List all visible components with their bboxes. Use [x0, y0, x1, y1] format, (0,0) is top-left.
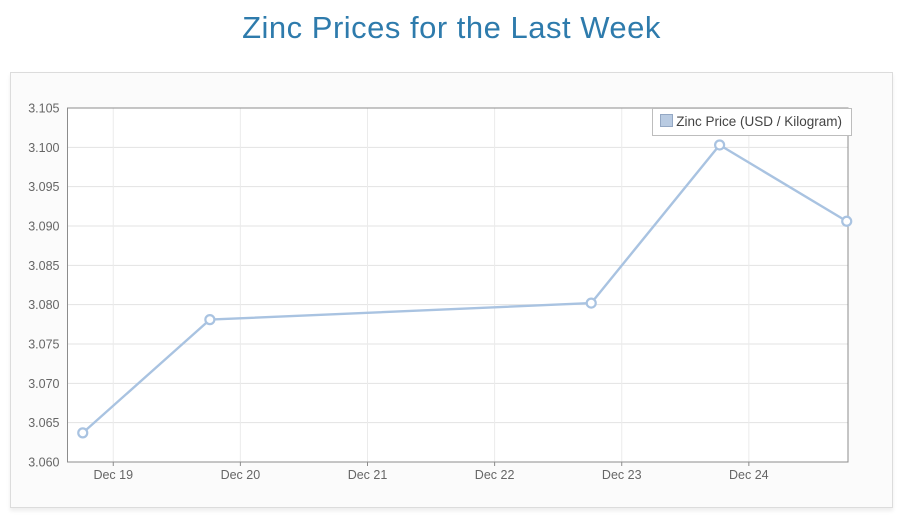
x-axis-label: Dec 24: [729, 468, 769, 482]
y-axis-label: 3.065: [28, 416, 59, 430]
y-axis-label: 3.085: [28, 259, 59, 273]
legend[interactable]: Zinc Price (USD / Kilogram): [652, 108, 852, 136]
legend-swatch-icon: [660, 114, 674, 127]
plot-border: [67, 107, 849, 463]
y-axis-label: 3.095: [28, 180, 59, 194]
legend-label: Zinc Price (USD / Kilogram): [676, 114, 842, 129]
page-title: Zinc Prices for the Last Week: [242, 10, 661, 45]
data-point-marker[interactable]: [77, 427, 89, 439]
data-point-marker[interactable]: [204, 314, 216, 326]
y-axis-label: 3.075: [28, 338, 59, 352]
x-axis-label: Dec 21: [348, 468, 388, 482]
chart-container: 3.060 3.065 3.070 3.075 3.080 3.085 3.090 3.095…: [10, 72, 893, 508]
zinc-price-line-chart: 3.060 3.065 3.070 3.075 3.080 3.085 3.090 3.095…: [28, 102, 853, 482]
x-axis-label: Dec 23: [602, 468, 642, 482]
y-axis-label: 3.105: [28, 102, 59, 116]
data-point-marker[interactable]: [841, 215, 853, 227]
plot-area: [67, 108, 848, 462]
y-axis-label: 3.100: [28, 141, 59, 155]
x-axis-label: Dec 19: [93, 468, 133, 482]
x-axis-label: Dec 20: [221, 468, 261, 482]
x-axis-label: Dec 22: [475, 468, 515, 482]
y-axis-label: 3.060: [28, 456, 59, 470]
data-point-marker[interactable]: [714, 139, 726, 151]
y-axis-label: 3.080: [28, 298, 59, 312]
y-axis-label: 3.070: [28, 377, 59, 391]
y-axis-label: 3.090: [28, 220, 59, 234]
data-point-marker[interactable]: [585, 297, 597, 309]
